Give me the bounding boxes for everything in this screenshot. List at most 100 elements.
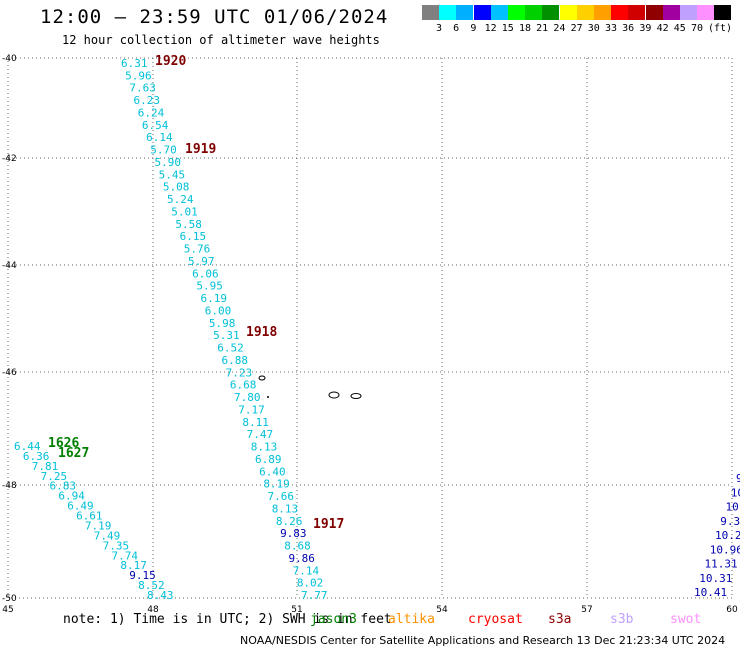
legend-label: 6: [453, 23, 460, 34]
legend-swatch: [508, 5, 525, 20]
wave-height-value: 7.17: [238, 403, 264, 416]
time-label: 1919: [185, 142, 216, 157]
time-label: 1626: [48, 436, 79, 451]
island-outline: [258, 375, 266, 381]
lat-label: -50: [2, 594, 17, 604]
lon-label: 51: [291, 605, 302, 615]
satellite-label-altika: altika: [388, 612, 435, 627]
wave-height-value: 10.: [731, 486, 740, 499]
legend-swatch: [697, 5, 715, 20]
wave-height-value: 5.45: [159, 168, 186, 181]
lat-label: -46: [2, 368, 17, 378]
wave-height-value: 6.52: [217, 342, 244, 355]
map-title: 12:00 – 23:59 UTC 01/06/2024: [40, 6, 389, 28]
wave-height-value: 7.23: [226, 366, 253, 379]
satellite-label-s3b: s3b: [610, 612, 634, 627]
wave-height-value: 9.15: [129, 569, 156, 582]
legend-label: 12: [484, 23, 497, 34]
lon-label: 57: [581, 605, 592, 615]
wave-height-value: 6.14: [146, 131, 173, 144]
wave-height-value: 9.83: [280, 527, 307, 540]
satellite-label-cryosat: cryosat: [468, 612, 523, 627]
wave-height-value: 6.06: [192, 267, 219, 280]
lat-label: -44: [2, 261, 17, 271]
wave-height-value: 5.58: [175, 218, 202, 231]
wave-height-value: 9: [736, 472, 740, 485]
lat-label: -42: [2, 154, 17, 164]
island-outline: [267, 396, 269, 398]
satellite-label-swot: swot: [670, 612, 702, 627]
wave-height-value: 6.00: [205, 304, 232, 317]
wave-height-value: 5.96: [125, 69, 151, 82]
lat-label: -40: [2, 54, 17, 64]
wave-height-value: 6.68: [230, 379, 257, 392]
time-label: 1920: [155, 54, 186, 69]
legend-swatch: [422, 5, 439, 20]
legend-label: 21: [536, 23, 549, 34]
wave-height-value: 11.31: [705, 558, 738, 571]
wave-height-value: 7.47: [247, 428, 274, 441]
wave-height-value: 5.97: [188, 255, 215, 268]
time-label: 1627: [58, 446, 89, 461]
island-outline: [350, 393, 362, 399]
wave-height-value: 6.89: [255, 453, 282, 466]
lon-label: 48: [147, 605, 159, 615]
wave-height-value: 5.31: [213, 329, 240, 342]
wave-height-value: 8.68: [284, 540, 311, 553]
wave-height-value: 9.3: [720, 515, 740, 528]
wave-height-value: 5.01: [171, 205, 198, 218]
legend-label: 30: [587, 23, 600, 34]
wave-height-value: 10.: [726, 501, 740, 514]
wave-height-value: 8.26: [276, 515, 303, 528]
legend-swatch: [611, 5, 629, 20]
wave-height-value: 8.17: [120, 559, 146, 572]
wave-height-value: 5.95: [196, 280, 223, 293]
wave-height-value: 6.44: [14, 440, 41, 453]
wave-height-value: 8.11: [242, 416, 269, 429]
wave-height-value: 7.35: [103, 539, 129, 552]
wave-height-value: 7.49: [94, 529, 121, 542]
wave-height-value: 8.52: [138, 579, 165, 592]
legend-label: 45: [673, 23, 686, 34]
wave-height-value: 8.13: [251, 441, 278, 454]
wave-height-value: 6.36: [23, 450, 50, 463]
wave-height-value: 5.24: [167, 193, 194, 206]
wave-height-value: 7.66: [268, 490, 295, 503]
satellite-label-jason3: jason3: [310, 612, 357, 627]
wave-height-value: 5.90: [154, 156, 181, 169]
wave-height-value: 5.98: [209, 317, 236, 330]
wave-height-value: 6.83: [49, 480, 76, 493]
wave-height-value: 6.23: [134, 94, 161, 107]
legend-swatch: [525, 5, 543, 20]
wave-height-value: 6.15: [180, 230, 207, 243]
map-subtitle: 12 hour collection of altimeter wave hei…: [62, 33, 380, 47]
wave-height-value: 5.08: [163, 181, 190, 194]
wave-height-value: 6.49: [67, 500, 94, 513]
wave-height-value: 8.02: [297, 577, 324, 590]
wave-height-value: 7.77: [301, 589, 328, 602]
wave-height-value: 5.70: [150, 144, 177, 157]
legend-swatch: [662, 5, 680, 20]
legend-swatch: [714, 5, 732, 20]
satellite-label-s3a: s3a: [548, 612, 572, 627]
legend-label: 36: [622, 23, 635, 34]
wave-height-value: 10.20: [715, 529, 740, 542]
wave-height-value: 6.24: [138, 106, 165, 119]
time-label: 1918: [246, 325, 277, 340]
legend-label: 18: [518, 23, 532, 34]
wave-height-value: 5.76: [184, 243, 211, 256]
wave-height-value: 6.31: [121, 57, 148, 70]
wave-height-value: 6.88: [221, 354, 248, 367]
legend-label: 3: [435, 23, 443, 34]
wave-height-value: 7.19: [85, 519, 112, 532]
map-frame: [7, 57, 733, 599]
legend-swatch: [576, 5, 594, 20]
wave-height-value: 6.40: [259, 465, 286, 478]
legend-unit: (ft): [708, 23, 733, 34]
legend-label: 33: [604, 23, 618, 34]
wave-height-value: 6.19: [201, 292, 228, 305]
note-text: note: 1) Time is in UTC; 2) SWH is in fe…: [63, 612, 392, 627]
legend-label: 39: [639, 23, 652, 34]
